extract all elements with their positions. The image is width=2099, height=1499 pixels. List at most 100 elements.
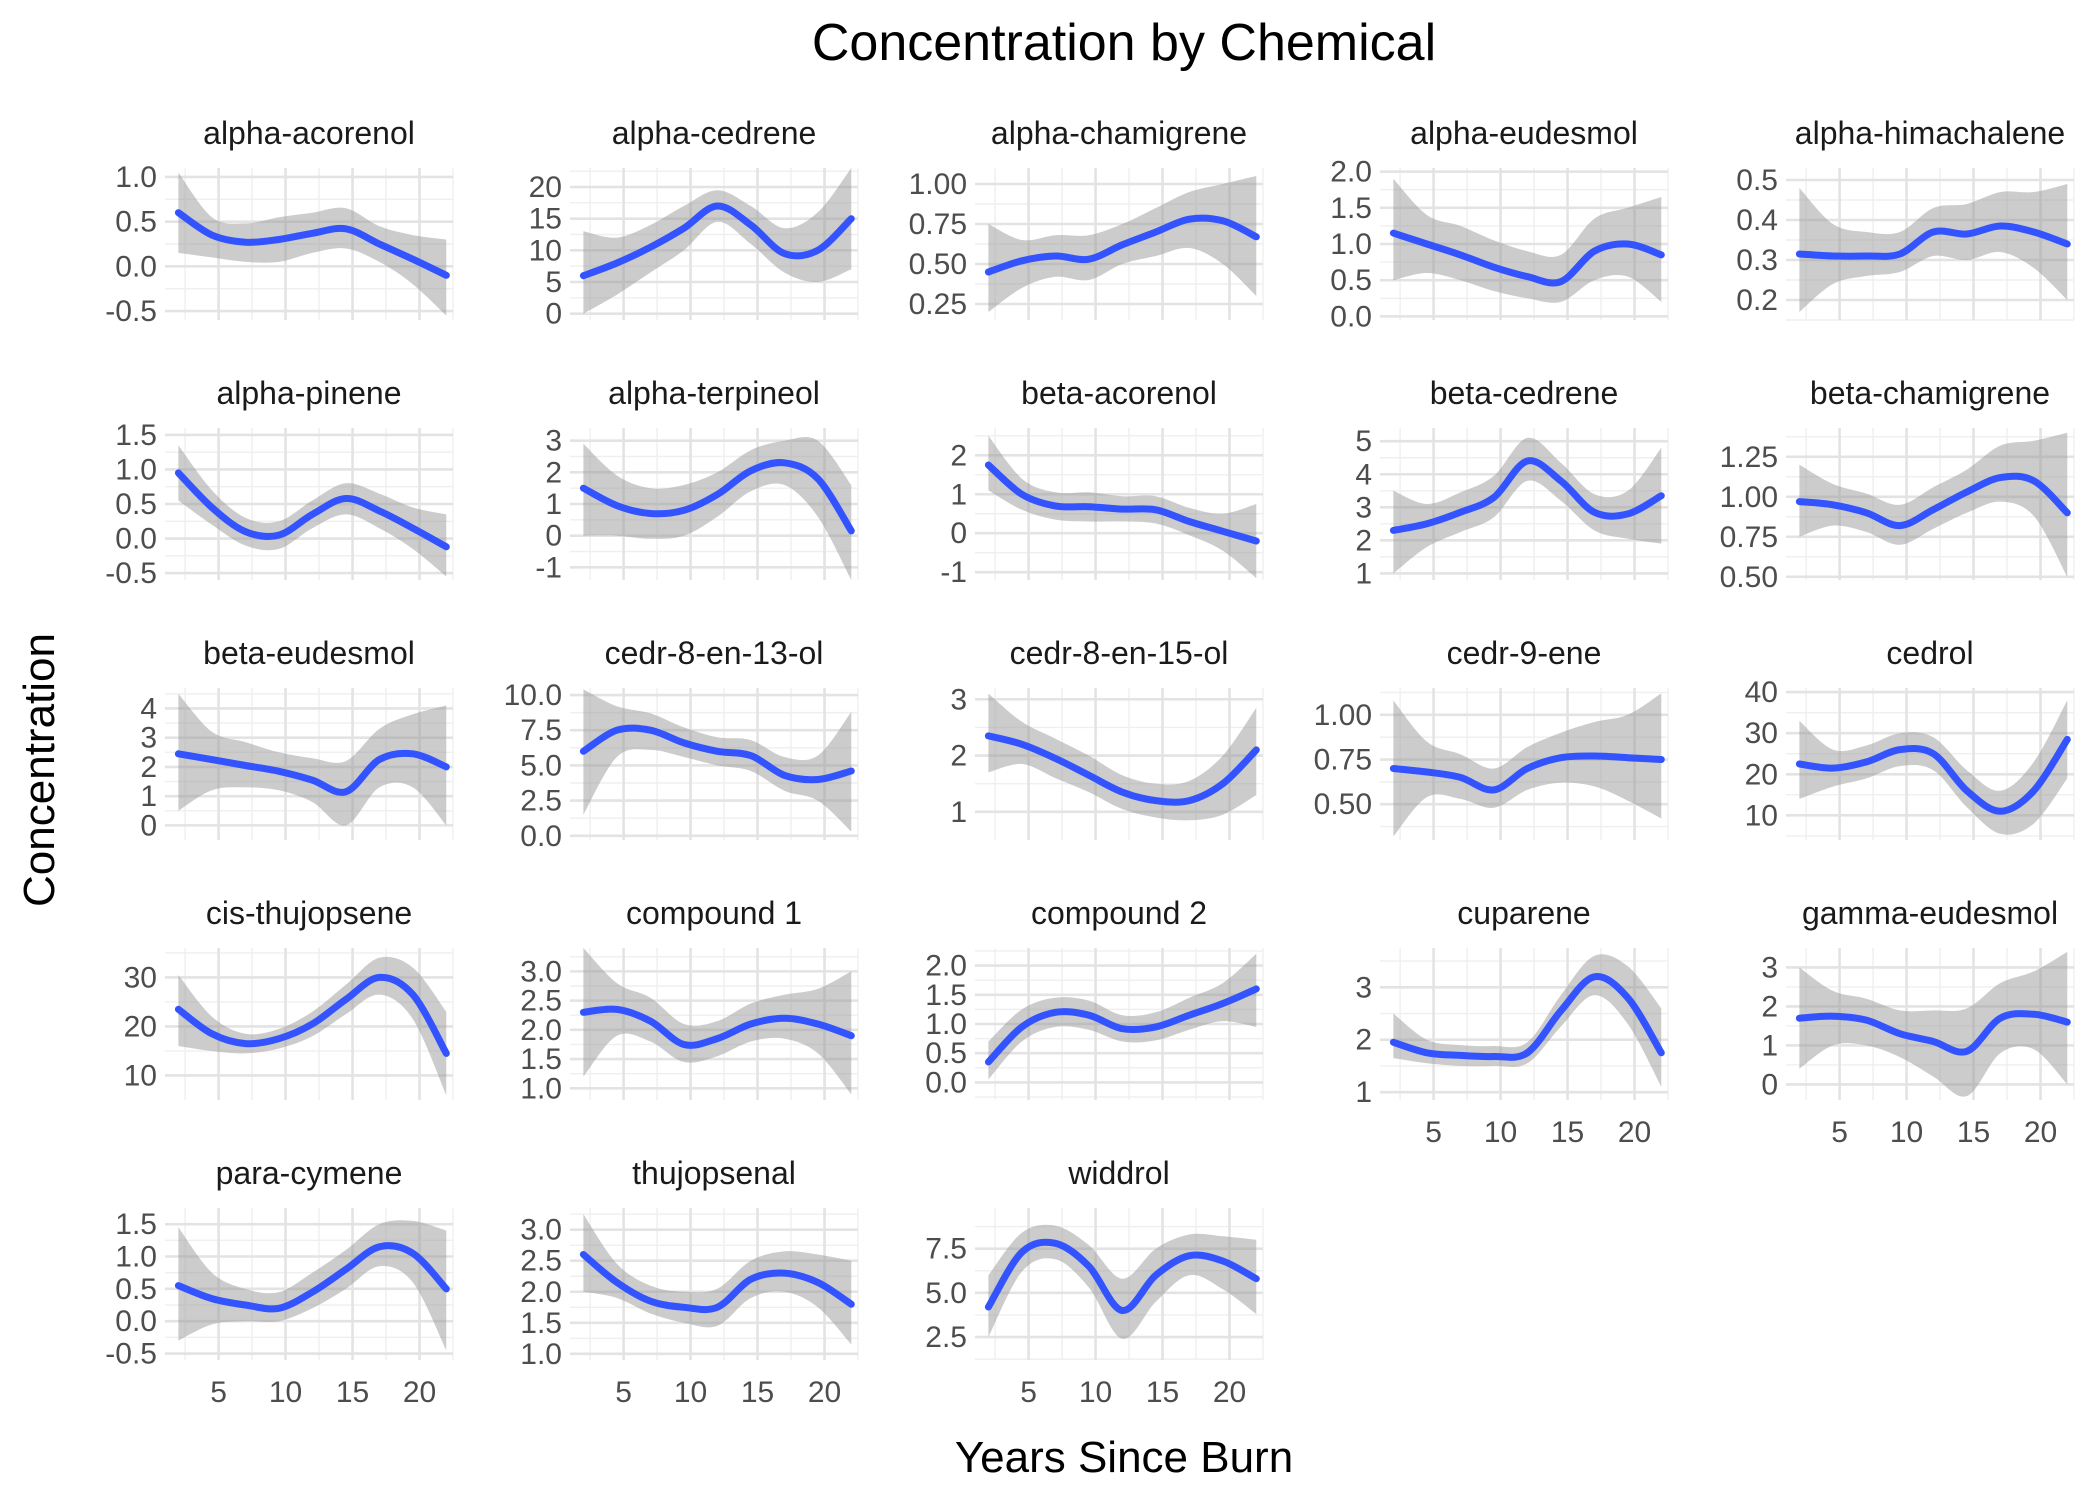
y-tick-label: 1.0 <box>1330 228 1372 261</box>
panel-title: alpha-himachalene <box>1795 115 2065 151</box>
y-tick-label: 5 <box>545 266 562 299</box>
y-tick-label: 7.5 <box>520 714 562 747</box>
series-line <box>1389 752 1665 794</box>
panel-beta-chamigrene: beta-chamigrene 0.50 0.75 1.00 1.25 <box>1720 375 2075 594</box>
panel-compound-1: compound 1 1.01.52.02.53.0 <box>520 895 859 1105</box>
y-tick-label: 1.0 <box>115 1241 157 1274</box>
y-tick-label: 15 <box>529 203 562 236</box>
series-line <box>1389 973 1665 1061</box>
panel-title: cedr-8-en-13-ol <box>605 635 824 671</box>
y-tick-label: 0 <box>140 809 157 842</box>
y-tick-label: 0.5 <box>115 1273 157 1306</box>
y-tick-label: 3 <box>1761 951 1778 984</box>
panel-title: beta-chamigrene <box>1810 375 2050 411</box>
confidence-ribbon <box>583 689 852 832</box>
x-tick-label: 20 <box>1213 1376 1246 1409</box>
y-tick-label: 2.0 <box>925 950 967 983</box>
panel-title: beta-cedrene <box>1430 375 1619 411</box>
y-tick-label: 0 <box>1761 1068 1778 1101</box>
y-tick-label: 2.0 <box>1330 156 1372 189</box>
y-tick-label: 2 <box>1761 990 1778 1023</box>
y-tick-label: 1.0 <box>115 453 157 486</box>
y-tick-label: 1.00 <box>1720 481 1778 514</box>
y-tick-label: 0.0 <box>115 523 157 556</box>
y-tick-label: -0.5 <box>105 1338 157 1371</box>
y-tick-label: -1 <box>535 551 562 584</box>
y-tick-label: 2.5 <box>520 785 562 818</box>
y-tick-label: 0.75 <box>909 208 967 241</box>
y-tick-label: 1.00 <box>909 168 967 201</box>
y-tick-label: 2 <box>1355 524 1372 557</box>
y-tick-label: 1.0 <box>925 1008 967 1041</box>
y-tick-label: 2 <box>1355 1024 1372 1057</box>
y-tick-label: 0.50 <box>909 248 967 281</box>
y-tick-label: 0.0 <box>925 1066 967 1099</box>
chart-title: Concentration by Chemical <box>812 14 1436 72</box>
confidence-ribbon <box>583 168 852 314</box>
panel-title: cedrol <box>1886 635 1973 671</box>
confidence-ribbon <box>1799 432 2068 577</box>
series-line <box>174 1242 450 1313</box>
y-tick-label: 0.0 <box>1330 300 1372 333</box>
y-tick-label: 2.0 <box>520 1276 562 1309</box>
panel-title: alpha-chamigrene <box>991 115 1247 151</box>
y-tick-label: 0.4 <box>1736 204 1778 237</box>
confidence-ribbon <box>988 693 1257 821</box>
y-tick-label: 1 <box>1355 557 1372 590</box>
y-tick-label: 1.5 <box>1330 192 1372 225</box>
series-line <box>984 1238 1260 1314</box>
y-tick-label: 3.0 <box>520 1214 562 1247</box>
y-tick-label: 3 <box>140 722 157 755</box>
x-tick-label: 15 <box>1146 1376 1179 1409</box>
x-tick-label: 10 <box>1890 1116 1923 1149</box>
x-tick-label: 20 <box>2024 1116 2057 1149</box>
panel-title: compound 1 <box>626 895 802 931</box>
y-tick-label: -0.5 <box>105 557 157 590</box>
panel-title: widdrol <box>1067 1155 1169 1191</box>
y-tick-label: 2 <box>950 740 967 773</box>
y-tick-label: 0 <box>545 298 562 331</box>
x-tick-label: 5 <box>1831 1116 1848 1149</box>
series-line <box>579 1251 855 1314</box>
panel-title: alpha-acorenol <box>203 115 415 151</box>
y-tick-label: 0.50 <box>1314 788 1372 821</box>
y-tick-label: 0.2 <box>1736 284 1778 317</box>
y-tick-label: 10 <box>529 234 562 267</box>
y-tick-label: 1 <box>950 796 967 829</box>
y-tick-label: 0.5 <box>115 488 157 521</box>
series-line <box>174 973 450 1057</box>
confidence-ribbon <box>988 953 1257 1080</box>
y-tick-label: 5.0 <box>520 749 562 782</box>
y-tick-label: 0.75 <box>1314 744 1372 777</box>
panel-para-cymene: para-cymene -0.50.00.51.01.5 5 10 15 20 <box>105 1155 454 1409</box>
y-tick-label: 7.5 <box>925 1233 967 1266</box>
y-tick-label: 5 <box>1355 425 1372 458</box>
x-tick-label: 20 <box>808 1376 841 1409</box>
y-tick-label: 4 <box>1355 458 1372 491</box>
panel-title: cedr-9-ene <box>1447 635 1602 671</box>
series-line <box>984 985 1260 1066</box>
x-tick-label: 15 <box>336 1376 369 1409</box>
confidence-ribbon <box>1393 437 1662 574</box>
y-tick-label: 1.5 <box>520 1307 562 1340</box>
x-tick-label: 5 <box>615 1376 632 1409</box>
panel-compound-2: compound 2 0.00.51.01.52.0 <box>925 895 1264 1100</box>
series-line <box>579 459 855 535</box>
y-tick-label: 0.75 <box>1720 521 1778 554</box>
panel-cuparene: cuparene 1 2 3 5 10 15 20 <box>1355 895 1669 1149</box>
y-tick-label: 1 <box>1355 1076 1372 1109</box>
panels-grid: alpha-acorenol-0.50.00.51.0alpha-cedrene… <box>105 115 2075 1409</box>
x-tick-label: 20 <box>1618 1116 1651 1149</box>
y-tick-label: 1.5 <box>115 419 157 452</box>
x-tick-label: 15 <box>1551 1116 1584 1149</box>
y-tick-label: 10.0 <box>504 679 562 712</box>
y-tick-label: 30 <box>124 961 157 994</box>
y-tick-label: 1.5 <box>520 1043 562 1076</box>
y-tick-label: 1.5 <box>925 979 967 1012</box>
y-tick-label: 4 <box>140 692 157 725</box>
panel-cedr-8-en-15-ol: cedr-8-en-15-ol 1 2 3 <box>950 635 1264 840</box>
confidence-ribbon <box>1799 700 2068 835</box>
